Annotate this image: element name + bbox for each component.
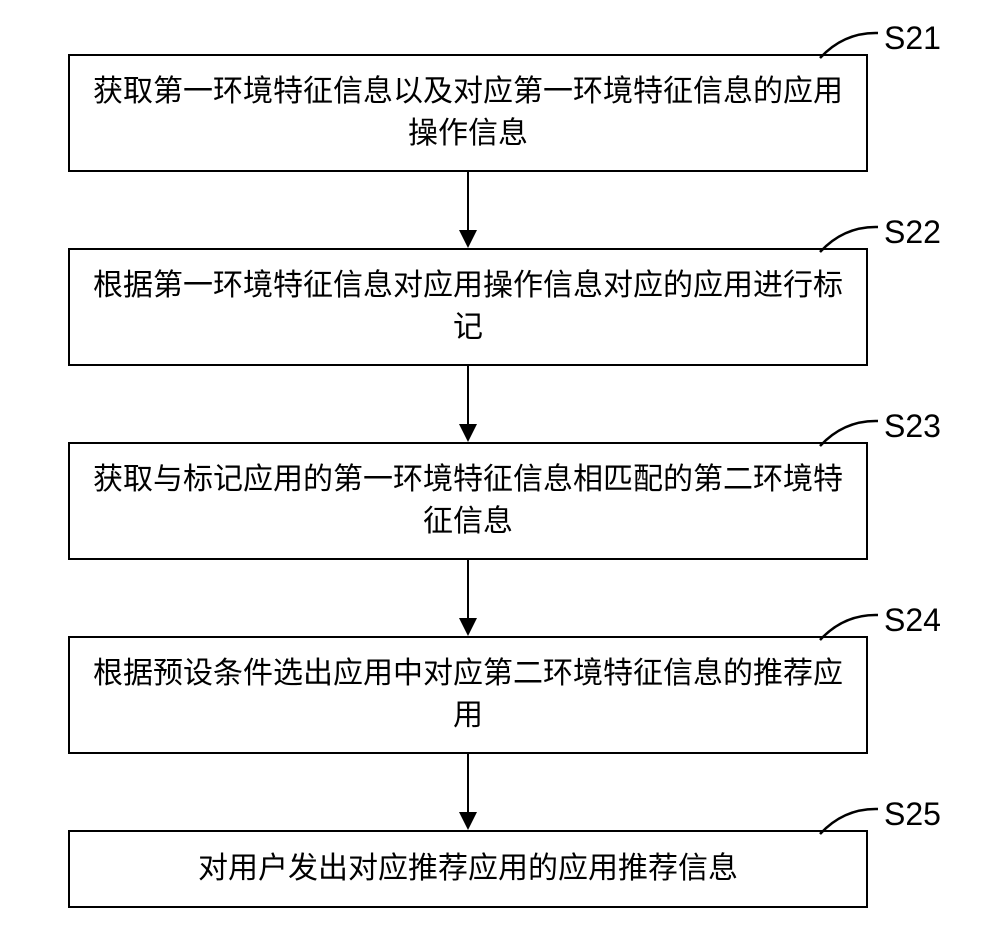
- arrow-s21-s22-head: [459, 230, 477, 248]
- label-s23: S23: [884, 408, 941, 445]
- arrow-s22-s23-head: [459, 424, 477, 442]
- node-s25: 对用户发出对应推荐应用的应用推荐信息: [68, 830, 868, 908]
- label-s21: S21: [884, 20, 941, 57]
- arrow-s24-s25-head: [459, 812, 477, 830]
- node-s23-text: 获取与标记应用的第一环境特征信息相匹配的第二环境特征信息: [88, 459, 848, 543]
- node-s22-text: 根据第一环境特征信息对应用操作信息对应的应用进行标记: [88, 265, 848, 349]
- label-connector-s21: [818, 30, 880, 60]
- node-s21: 获取第一环境特征信息以及对应第一环境特征信息的应用操作信息: [68, 54, 868, 172]
- arrow-s23-s24-line: [467, 560, 469, 618]
- arrow-s23-s24-head: [459, 618, 477, 636]
- label-connector-s24: [818, 612, 880, 642]
- label-s22: S22: [884, 214, 941, 251]
- arrow-s22-s23-line: [467, 366, 469, 424]
- node-s24: 根据预设条件选出应用中对应第二环境特征信息的推荐应用: [68, 636, 868, 754]
- node-s23: 获取与标记应用的第一环境特征信息相匹配的第二环境特征信息: [68, 442, 868, 560]
- node-s24-text: 根据预设条件选出应用中对应第二环境特征信息的推荐应用: [88, 653, 848, 737]
- label-s24: S24: [884, 602, 941, 639]
- flowchart-canvas: 获取第一环境特征信息以及对应第一环境特征信息的应用操作信息 S21 根据第一环境…: [0, 0, 1000, 929]
- arrow-s21-s22-line: [467, 172, 469, 230]
- label-connector-s23: [818, 418, 880, 448]
- label-connector-s25: [818, 806, 880, 836]
- node-s25-text: 对用户发出对应推荐应用的应用推荐信息: [198, 848, 738, 890]
- label-connector-s22: [818, 224, 880, 254]
- label-s25: S25: [884, 796, 941, 833]
- node-s21-text: 获取第一环境特征信息以及对应第一环境特征信息的应用操作信息: [88, 71, 848, 155]
- arrow-s24-s25-line: [467, 754, 469, 812]
- node-s22: 根据第一环境特征信息对应用操作信息对应的应用进行标记: [68, 248, 868, 366]
